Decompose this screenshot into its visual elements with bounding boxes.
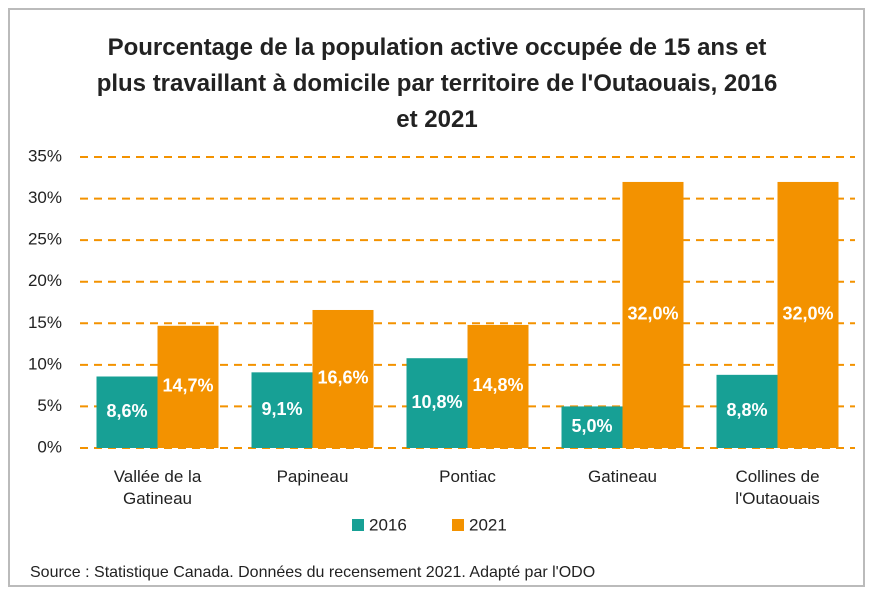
data-label: 8,8%	[726, 400, 767, 420]
y-tick-label: 35%	[28, 146, 62, 165]
bar	[622, 181, 684, 448]
bar	[716, 374, 778, 448]
y-tick-label: 25%	[28, 230, 62, 249]
data-label: 8,6%	[106, 401, 147, 421]
data-label: 5,0%	[571, 416, 612, 436]
x-tick-label: Vallée de la Gatineau	[113, 467, 202, 508]
bar	[467, 324, 529, 448]
y-tick-label: 5%	[37, 396, 62, 415]
x-tick-label: Papineau	[276, 467, 349, 486]
bar	[96, 376, 158, 448]
legend-label: 2021	[469, 515, 507, 534]
y-tick-label: 15%	[28, 313, 62, 332]
bar	[251, 372, 313, 448]
data-label: 14,7%	[162, 376, 213, 396]
y-tick-label: 30%	[28, 188, 62, 207]
legend-label: 2016	[369, 515, 407, 534]
bar	[777, 181, 839, 448]
data-label: 14,8%	[472, 375, 523, 395]
frame	[8, 8, 865, 587]
chart-title: Pourcentage de la population active occu…	[96, 34, 778, 133]
y-tick-label: 10%	[28, 354, 62, 373]
bar	[312, 309, 374, 448]
source-note: Source : Statistique Canada. Données du …	[30, 564, 596, 581]
x-tick-label: Pontiac	[439, 467, 496, 486]
bar	[157, 325, 219, 448]
bar	[561, 406, 623, 448]
data-label: 9,1%	[261, 399, 302, 419]
legend-swatch	[452, 519, 464, 531]
bar	[406, 358, 468, 448]
data-label: 16,6%	[317, 368, 368, 388]
legend-swatch	[352, 519, 364, 531]
y-tick-label: 0%	[37, 437, 62, 456]
x-tick-label: Collines de l'Outaouais	[735, 467, 820, 508]
data-label: 32,0%	[782, 304, 833, 324]
x-tick-label: Gatineau	[588, 467, 657, 486]
data-label: 32,0%	[627, 304, 678, 324]
data-label: 10,8%	[411, 392, 462, 412]
y-tick-label: 20%	[28, 271, 62, 290]
